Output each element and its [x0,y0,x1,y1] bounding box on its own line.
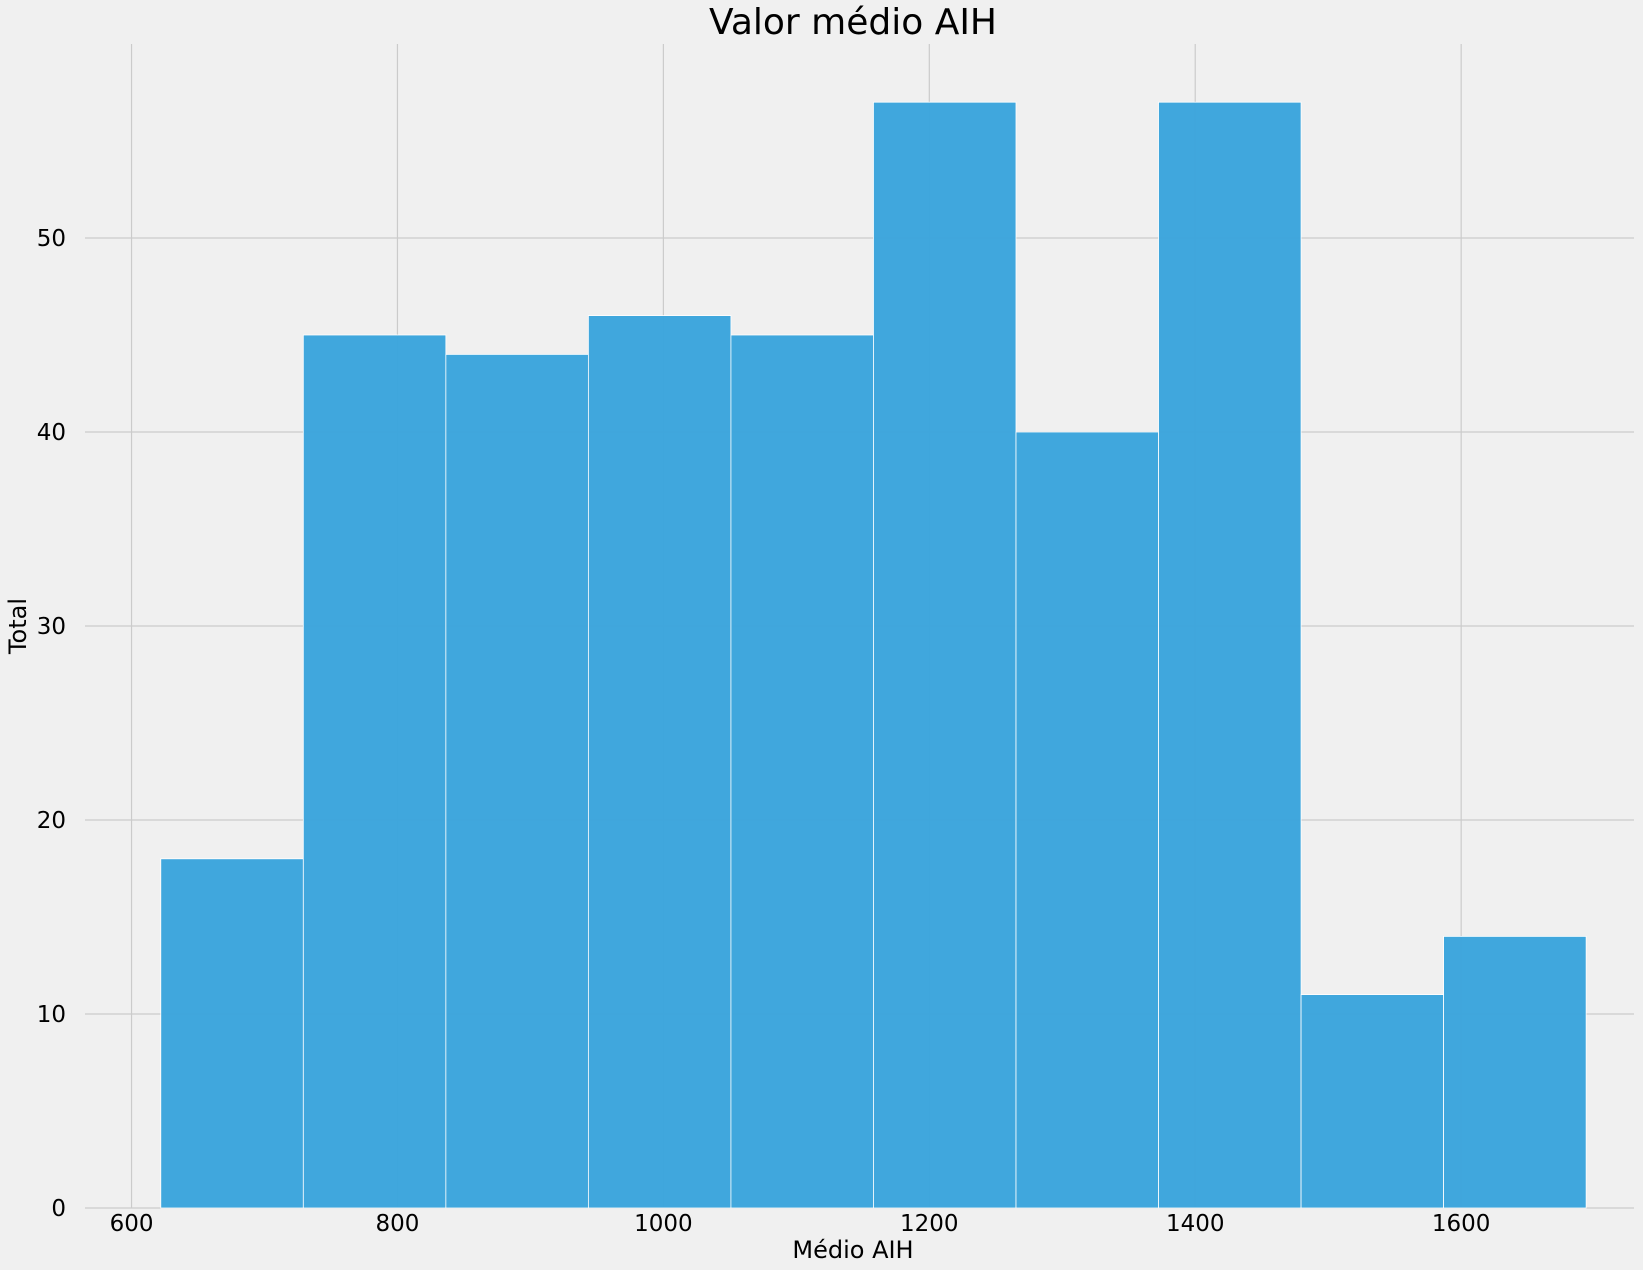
histogram-bar [1158,101,1302,1209]
x-tick-label: 1400 [1166,1211,1225,1237]
y-tick-label: 0 [51,1196,66,1222]
histogram-bar [445,353,589,1209]
y-tick-label: 10 [37,1002,66,1028]
histogram-bar [1300,994,1444,1209]
histogram-bar [160,858,304,1209]
y-tick-label: 20 [37,808,66,834]
x-tick-label: 600 [110,1211,154,1237]
y-tick-label: 30 [37,614,66,640]
histogram-bar [873,101,1017,1209]
histogram-bars [160,101,1587,1209]
x-tick-labels: 600 800 1000 1200 1400 1600 [110,1211,1491,1237]
y-tick-label: 40 [37,420,66,446]
y-tick-label: 50 [37,226,66,252]
y-axis-label: Total [4,598,32,655]
x-tick-label: 800 [376,1211,420,1237]
x-axis-label: Médio AIH [792,1236,913,1264]
chart-title: Valor médio AIH [709,2,997,43]
histogram-bar [1443,936,1587,1209]
histogram-bar [730,334,874,1209]
histogram-bar [1015,431,1159,1209]
histogram-bar [302,334,447,1209]
x-tick-label: 1000 [634,1211,693,1237]
y-tick-labels: 0 10 20 30 40 50 [37,226,66,1222]
x-tick-label: 1600 [1432,1211,1491,1237]
histogram-bar [587,315,732,1209]
x-tick-label: 1200 [900,1211,959,1237]
